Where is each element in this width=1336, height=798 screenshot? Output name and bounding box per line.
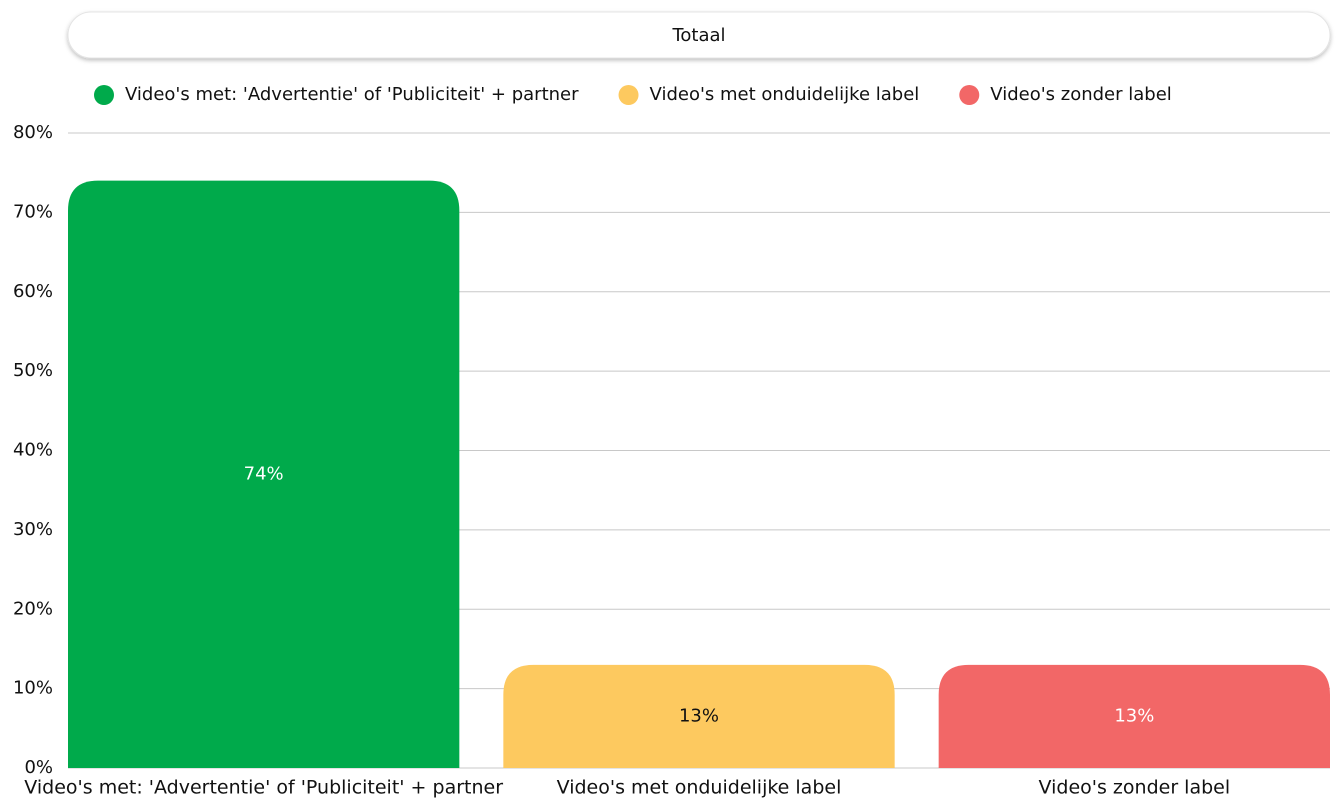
chart-title: Totaal: [671, 25, 725, 46]
bar: [938, 664, 1330, 768]
y-tick-label: 80%: [13, 122, 53, 143]
title-tab[interactable]: [67, 11, 1331, 59]
x-tick-label: Video's zonder label: [1039, 777, 1231, 798]
bar: [503, 664, 895, 768]
legend-marker: [618, 85, 639, 105]
legend-label: Video's met onduidelijke label: [650, 84, 920, 105]
legend-label: Video's zonder label: [990, 84, 1172, 105]
y-tick-label: 0%: [24, 757, 53, 778]
value-label: 13%: [679, 705, 719, 726]
y-tick-label: 50%: [13, 360, 53, 381]
value-label: 13%: [1114, 705, 1154, 726]
y-tick-label: 70%: [13, 201, 53, 222]
y-tick-label: 10%: [13, 678, 53, 699]
value-label: 74%: [244, 463, 284, 484]
x-tick-label: Video's met: 'Advertentie' of 'Publicite…: [24, 777, 503, 798]
legend-marker: [959, 85, 980, 105]
legend-label: Video's met: 'Advertentie' of 'Publicite…: [125, 84, 579, 105]
y-tick-label: 30%: [13, 519, 53, 540]
y-tick-label: 40%: [13, 440, 53, 461]
y-tick-label: 20%: [13, 598, 53, 619]
bar: [68, 180, 460, 768]
y-tick-label: 60%: [13, 281, 53, 302]
x-tick-label: Video's met onduidelijke label: [557, 777, 842, 798]
legend-marker: [94, 85, 114, 105]
